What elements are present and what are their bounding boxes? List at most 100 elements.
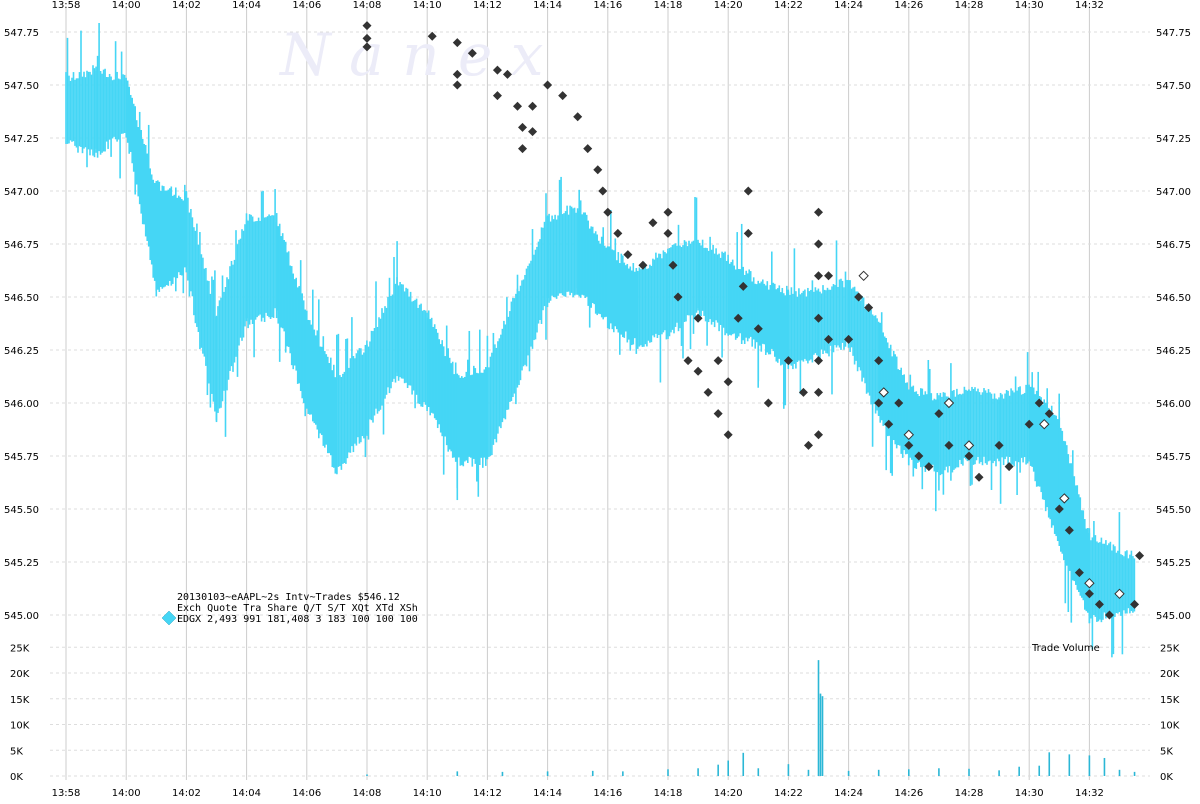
y-tick-label-right: 546.75 <box>1156 240 1191 251</box>
volume-bars <box>366 660 1136 776</box>
trade-marker <box>874 398 884 408</box>
volume-bar <box>501 771 504 776</box>
trade-marker <box>1034 398 1044 408</box>
y-tick-label-right: 547.25 <box>1156 134 1191 145</box>
trade-marker <box>738 281 748 291</box>
volume-tick-label-right: 15K <box>1160 695 1180 706</box>
trade-marker <box>994 440 1004 450</box>
trade-marker <box>603 207 613 217</box>
trade-marker <box>452 69 462 79</box>
y-tick-label-right: 545.75 <box>1156 452 1191 463</box>
volume-bar <box>697 768 699 776</box>
volume-bar <box>787 764 790 776</box>
trade-marker <box>1004 462 1014 472</box>
volume-tick-label-right: 25K <box>1160 643 1180 654</box>
legend-title: 20130103~eAAPL~2s Intv~Trades $546.12 <box>177 592 400 603</box>
x-tick-label-bottom: 14:14 <box>533 788 562 799</box>
y-tick-label-left: 546.00 <box>4 399 39 410</box>
x-tick-label-top: 14:06 <box>292 0 321 11</box>
y-tick-label-right: 546.50 <box>1156 293 1191 304</box>
trade-marker <box>814 356 823 366</box>
volume-bar <box>1068 754 1071 776</box>
trade-marker <box>743 228 753 238</box>
x-tick-label-bottom: 14:02 <box>172 788 201 799</box>
volume-bar <box>546 771 549 776</box>
volume-bar <box>717 764 719 776</box>
x-tick-label-bottom: 14:16 <box>593 788 622 799</box>
volume-tick-label-left: 25K <box>10 643 30 654</box>
volume-bar <box>1048 752 1051 776</box>
x-tick-label-bottom: 14:24 <box>834 788 863 799</box>
trade-marker <box>648 218 658 228</box>
x-tick-label-top: 13:58 <box>52 0 81 11</box>
x-tick-label-top: 14:10 <box>413 0 442 11</box>
quote-band <box>65 22 1136 658</box>
trade-marker <box>864 303 874 313</box>
trade-marker <box>528 101 538 111</box>
trade-marker-alt <box>878 387 889 398</box>
x-tick-label-bottom: 14:10 <box>413 788 442 799</box>
volume-tick-label-right: 20K <box>1160 669 1180 680</box>
trade-marker-alt <box>903 429 915 441</box>
trade-marker <box>668 260 678 270</box>
volume-bar <box>1018 766 1020 776</box>
volume-panel-title: Trade Volume <box>1031 643 1100 654</box>
volume-bar <box>1118 769 1121 776</box>
trade-marker <box>844 334 854 344</box>
x-tick-label-bottom: 14:06 <box>292 788 321 799</box>
trade-marker <box>1024 419 1034 429</box>
y-tick-label-left: 546.25 <box>4 346 39 357</box>
x-tick-label-top: 14:32 <box>1075 0 1104 11</box>
volume-bar <box>819 693 822 776</box>
trade-marker <box>467 48 477 58</box>
trade-marker <box>528 127 538 137</box>
x-tick-label-top: 14:16 <box>593 0 622 11</box>
trade-marker <box>1094 599 1104 609</box>
y-tick-label-right: 545.50 <box>1156 505 1191 516</box>
y-tick-label-left: 547.25 <box>4 134 39 145</box>
volume-tick-label-left: 0K <box>10 772 23 783</box>
y-tick-label-left: 545.50 <box>4 505 39 516</box>
x-tick-label-top: 14:08 <box>353 0 382 11</box>
volume-bar <box>742 752 745 776</box>
trade-marker <box>1104 610 1114 620</box>
trade-marker <box>763 398 773 408</box>
x-tick-label-bottom: 14:32 <box>1075 788 1104 799</box>
x-tick-label-bottom: 14:12 <box>473 788 502 799</box>
trade-marker <box>1135 551 1145 561</box>
trade-marker <box>713 356 723 366</box>
x-tick-label-top: 14:20 <box>714 0 743 11</box>
volume-tick-label-left: 15K <box>10 695 30 706</box>
volume-bar <box>968 768 970 776</box>
volume-bar <box>622 771 624 776</box>
trade-marker <box>1130 599 1140 609</box>
axis-labels: 13:58 13:58 14:00 14:00 14:02 14:02 14:04 14:04… <box>4 0 1191 799</box>
volume-tick-label-right: 5K <box>1160 746 1173 757</box>
trade-marker <box>874 356 884 366</box>
volume-bar <box>821 696 824 776</box>
trade-marker <box>914 451 924 461</box>
volume-tick-label-right: 0K <box>1160 772 1173 783</box>
y-tick-label-right: 547.75 <box>1156 28 1191 39</box>
trade-marker <box>452 80 462 90</box>
trade-marker <box>854 292 864 302</box>
trade-marker <box>814 387 823 397</box>
trade-marker <box>944 440 954 450</box>
trade-marker <box>964 451 974 461</box>
trade-marker <box>824 334 834 344</box>
x-tick-label-bottom: 14:04 <box>232 788 261 799</box>
x-tick-label-top: 14:00 <box>112 0 141 11</box>
trade-marker <box>623 250 633 260</box>
legend-row: EDGX 2,493 991 181,408 3 183 100 100 100 <box>177 614 418 625</box>
legend: 20130103~eAAPL~2s Intv~Trades $546.12 Ex… <box>161 592 418 626</box>
trade-marker <box>663 228 673 238</box>
x-tick-label-bottom: 14:18 <box>654 788 683 799</box>
x-tick-label-bottom: 14:26 <box>894 788 923 799</box>
y-tick-label-right: 547.50 <box>1156 81 1191 92</box>
trade-marker <box>814 430 823 440</box>
trade-marker <box>598 186 608 196</box>
volume-bar <box>847 770 850 776</box>
trade-marker <box>1074 568 1084 578</box>
